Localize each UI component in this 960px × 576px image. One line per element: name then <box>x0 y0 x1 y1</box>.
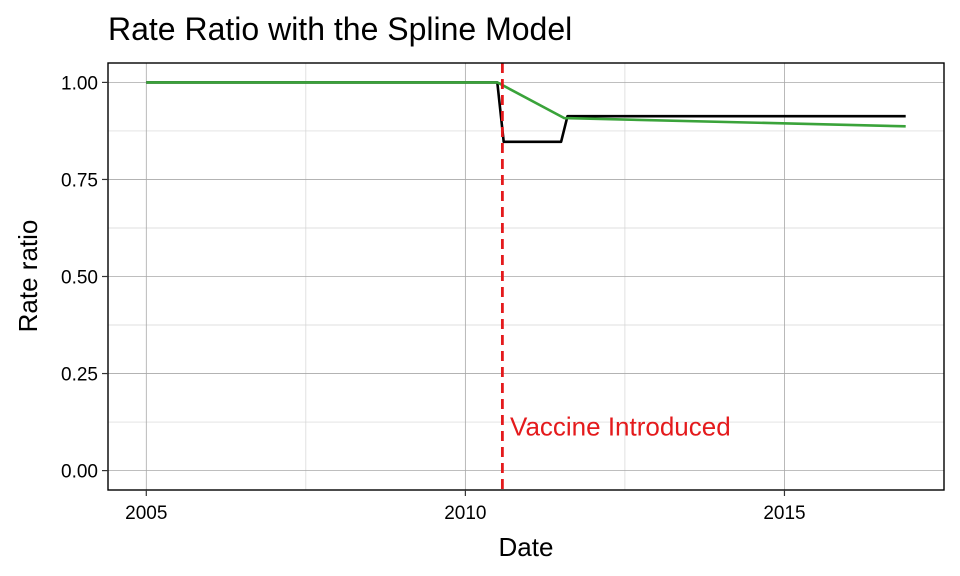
x-tick-label: 2015 <box>763 503 805 524</box>
series-line-1 <box>146 81 906 144</box>
y-axis-title: Rate ratio <box>13 220 43 333</box>
chart-title: Rate Ratio with the Spline Model <box>108 11 572 47</box>
x-tick-label: 2010 <box>444 503 486 524</box>
y-tick-label: 1.00 <box>61 73 98 94</box>
x-axis-title: Date <box>499 532 554 562</box>
x-tick-label: 2005 <box>125 503 167 524</box>
y-tick-label: 0.25 <box>61 365 98 386</box>
x-axis-ticks: 2005 2010 2015 <box>125 490 806 524</box>
y-tick-label: 0.00 <box>61 462 98 483</box>
y-axis-ticks: 0.00 0.25 0.50 0.75 1.00 <box>61 73 108 483</box>
series-line-2 <box>146 81 906 128</box>
y-tick-label: 0.75 <box>61 170 98 191</box>
major-grid <box>108 63 944 490</box>
series-layer <box>146 81 906 144</box>
vaccine-introduced-annotation: Vaccine Introduced <box>510 412 731 442</box>
y-tick-label: 0.50 <box>61 268 98 289</box>
